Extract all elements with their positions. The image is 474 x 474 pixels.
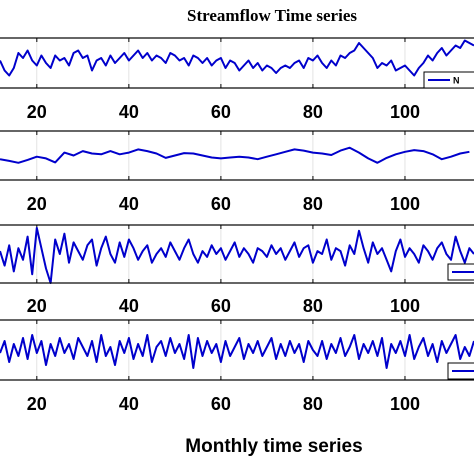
panel-1-legend-label: N	[453, 76, 460, 86]
panel-3-series-line	[0, 226, 474, 284]
panel-3-frame	[0, 224, 474, 284]
panel-2-tick-label-100: 100	[390, 194, 420, 214]
panel-4-tick-label-60: 60	[211, 394, 231, 414]
panel-3-tick-label-20: 20	[27, 296, 47, 316]
panel-4-tick-label-80: 80	[303, 394, 323, 414]
panel-4-tick-label-100: 100	[390, 394, 420, 414]
panel-1-tick-label-100: 100	[390, 102, 420, 122]
panel-1-series-line	[0, 39, 474, 77]
panel-4-tick-label-40: 40	[119, 394, 139, 414]
panel-1-tick-label-80: 80	[303, 102, 323, 122]
panel-2-tick-label-80: 80	[303, 194, 323, 214]
panels-group: 20 40 60 80 100 N 20 40 60 80 100 20 40 60 80 100 20 40 60…	[0, 37, 474, 414]
panel-1-frame	[0, 37, 474, 89]
panel-2-frame	[0, 130, 474, 181]
panel-2: 20 40 60 80 100	[0, 130, 474, 214]
panel-3-tick-label-40: 40	[119, 296, 139, 316]
panel-1-tick-label-20: 20	[27, 102, 47, 122]
panel-1: 20 40 60 80 100 N	[0, 37, 474, 122]
x-axis-label: Monthly time series	[185, 436, 362, 457]
panel-1-tick-label-40: 40	[119, 102, 139, 122]
panel-4-frame	[0, 319, 474, 381]
panel-3: 20 40 60 80 100	[0, 224, 474, 316]
panel-4-series-line	[0, 334, 474, 369]
panel-2-series-line	[0, 146, 470, 164]
panel-1-tick-label-60: 60	[211, 102, 231, 122]
panel-2-tick-label-20: 20	[27, 194, 47, 214]
panel-1-background	[0, 38, 474, 88]
panel-4-tick-label-20: 20	[27, 394, 47, 414]
panel-3-tick-label-80: 80	[303, 296, 323, 316]
panel-2-tick-label-40: 40	[119, 194, 139, 214]
panel-2-tick-label-60: 60	[211, 194, 231, 214]
panel-3-tick-label-60: 60	[211, 296, 231, 316]
panel-4: 20 40 60 80 100	[0, 319, 474, 414]
panel-3-tick-label-100: 100	[390, 296, 420, 316]
chart-title: Streamflow Time series	[187, 6, 357, 25]
